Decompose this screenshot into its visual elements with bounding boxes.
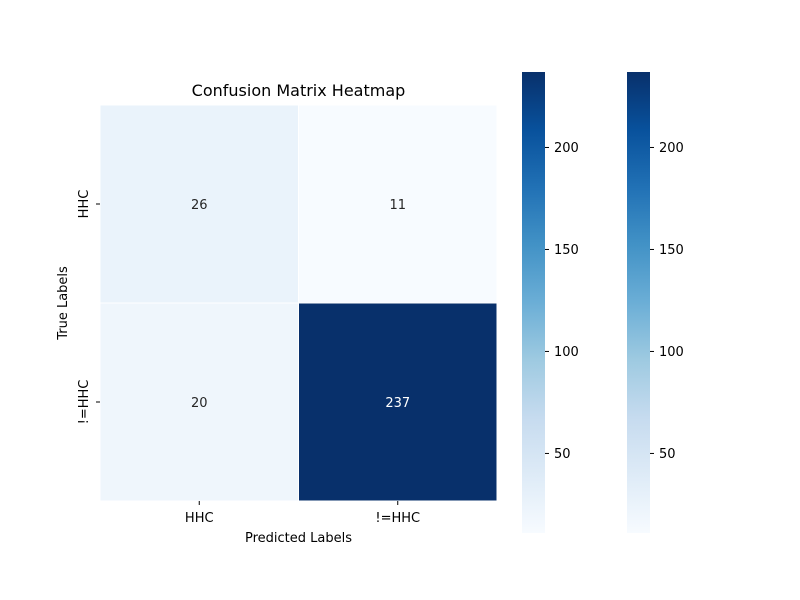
colorbar-tick-label: 150 — [659, 243, 684, 258]
colorbar: 50 100 150 200 — [627, 72, 684, 533]
colorbar-tick-label: 200 — [659, 141, 684, 156]
heatmap-cell — [298, 104, 498, 304]
colorbar-tick-label: 150 — [554, 243, 579, 258]
x-tick-label: HHC — [185, 511, 214, 526]
x-tick-label: !=HHC — [375, 511, 420, 526]
colorbar: 50 100 150 200 — [522, 72, 579, 533]
colorbar-tick-label: 100 — [659, 345, 684, 360]
heatmap-cell-value: 11 — [389, 198, 406, 213]
heatmap-cell-value: 20 — [191, 396, 208, 411]
heatmap-cell — [99, 302, 299, 502]
heatmap-cells — [99, 104, 498, 502]
heatmap-cell — [99, 104, 299, 304]
colorbar-tick-label: 100 — [554, 345, 579, 360]
colorbar-gradient — [627, 72, 650, 533]
y-tick-label: HHC — [77, 190, 92, 219]
chart-title: Confusion Matrix Heatmap — [192, 81, 406, 100]
heatmap-cell — [298, 302, 498, 502]
colorbars: 50 100 150 200 50 100 150 200 — [522, 72, 684, 533]
heatmap-cell-value: 26 — [191, 198, 208, 213]
colorbar-tick-label: 50 — [659, 447, 676, 462]
y-axis-label: True Labels — [56, 266, 71, 341]
y-tick-label: !=HHC — [77, 380, 92, 425]
colorbar-tick-label: 200 — [554, 141, 579, 156]
colorbar-gradient — [522, 72, 545, 533]
heatmap-cell-value: 237 — [385, 396, 410, 411]
x-axis-label: Predicted Labels — [245, 531, 352, 546]
y-axis-ticks: HHC !=HHC — [77, 190, 100, 425]
heatmap-cell-labels: 26 11 20 237 — [191, 198, 410, 411]
x-axis-ticks: HHC !=HHC — [185, 501, 420, 526]
colorbar-tick-label: 50 — [554, 447, 571, 462]
